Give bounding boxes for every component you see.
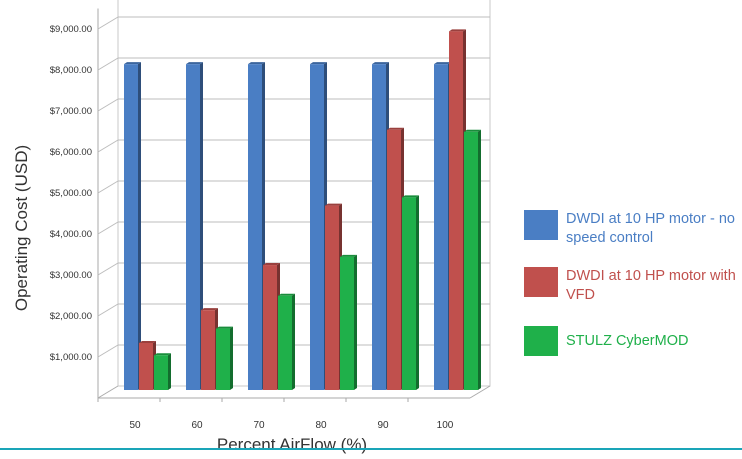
y-tick-label: $7,000.00 bbox=[50, 106, 92, 117]
chart-floor-edge-right bbox=[469, 385, 491, 399]
gridline-side bbox=[97, 98, 119, 112]
gridline-side bbox=[97, 262, 119, 276]
bar-top bbox=[310, 62, 327, 65]
bar-top bbox=[372, 62, 389, 65]
bar bbox=[186, 64, 200, 391]
bar bbox=[434, 64, 448, 391]
y-tick-label: $2,000.00 bbox=[50, 311, 92, 322]
gridline-side bbox=[97, 139, 119, 153]
bar-top bbox=[154, 353, 171, 356]
bottom-accent-rule bbox=[0, 448, 742, 450]
legend-swatch-red bbox=[524, 267, 558, 297]
bar bbox=[464, 131, 478, 391]
bar-top bbox=[464, 129, 481, 132]
gridline-side bbox=[97, 344, 119, 358]
bar-top bbox=[201, 308, 218, 311]
bar-top bbox=[248, 62, 265, 65]
bar-side bbox=[292, 293, 295, 390]
bar-top bbox=[387, 127, 404, 130]
gridline-side bbox=[97, 303, 119, 317]
y-tick-label: $6,000.00 bbox=[50, 147, 92, 158]
gridline-side bbox=[97, 57, 119, 71]
x-tick-label: 60 bbox=[191, 420, 203, 431]
bar bbox=[139, 342, 153, 390]
bar-top bbox=[124, 62, 141, 65]
y-tick-label: $5,000.00 bbox=[50, 188, 92, 199]
legend-swatch-blue bbox=[524, 210, 558, 240]
bar-top bbox=[186, 62, 203, 65]
gridline-side bbox=[97, 16, 119, 30]
y-tick-label: $9,000.00 bbox=[50, 24, 92, 35]
bar bbox=[402, 197, 416, 390]
x-tick-label: 70 bbox=[253, 420, 265, 431]
bar bbox=[216, 328, 230, 390]
bar bbox=[154, 355, 168, 390]
bar bbox=[325, 205, 339, 390]
bar-side bbox=[354, 254, 357, 390]
bar-side bbox=[416, 195, 419, 390]
chart-back-wall bbox=[117, 0, 491, 387]
bar bbox=[124, 64, 138, 391]
x-axis-title: Percent AirFlow (%) bbox=[217, 435, 367, 454]
bar-side bbox=[200, 62, 203, 391]
y-tick-label: $8,000.00 bbox=[50, 65, 92, 76]
y-tick-label: $4,000.00 bbox=[50, 229, 92, 240]
legend-swatch-green bbox=[524, 326, 558, 356]
gridline-side bbox=[97, 221, 119, 235]
bar-top bbox=[263, 263, 280, 266]
bar-side bbox=[138, 62, 141, 391]
bar-top bbox=[278, 293, 295, 296]
x-tick-label: 50 bbox=[129, 420, 141, 431]
chart-floor-edge-left bbox=[97, 385, 119, 399]
bar bbox=[201, 310, 215, 390]
bar-top bbox=[449, 29, 466, 32]
x-tick-label: 80 bbox=[315, 420, 327, 431]
bar bbox=[248, 64, 262, 391]
legend-label: STULZ CyberMOD bbox=[566, 333, 689, 349]
bar-top bbox=[325, 203, 342, 206]
bar bbox=[310, 64, 324, 391]
bar-side bbox=[168, 353, 171, 390]
y-axis-title: Operating Cost (USD) bbox=[12, 145, 31, 311]
bar-top bbox=[434, 62, 451, 65]
x-tick-label: 90 bbox=[377, 420, 389, 431]
bar bbox=[263, 265, 277, 390]
x-tick-label: 100 bbox=[437, 420, 454, 431]
legend-label: DWDI at 10 HP motor - no speed control bbox=[566, 211, 735, 246]
bar-top bbox=[402, 195, 419, 198]
bar bbox=[372, 64, 386, 391]
bar-side bbox=[478, 129, 481, 391]
bar bbox=[387, 129, 401, 390]
gridline-side bbox=[97, 180, 119, 194]
bar-top bbox=[139, 340, 156, 343]
bar bbox=[340, 256, 354, 390]
y-tick-label: $1,000.00 bbox=[50, 352, 92, 363]
bar bbox=[278, 295, 292, 390]
legend-label: DWDI at 10 HP motor with VFD bbox=[566, 268, 736, 303]
y-tick-label: $3,000.00 bbox=[50, 270, 92, 281]
bar-top bbox=[340, 254, 357, 257]
bar-top bbox=[216, 326, 233, 329]
bar bbox=[449, 31, 463, 390]
bar-side bbox=[230, 326, 233, 390]
